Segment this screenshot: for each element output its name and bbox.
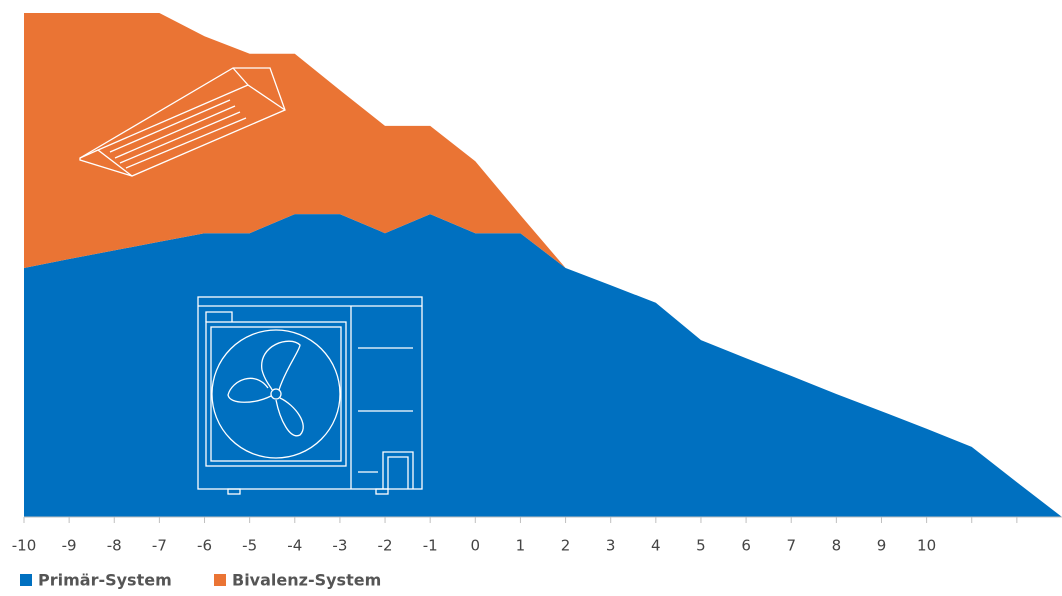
x-tick-label: 7 [786, 537, 796, 555]
legend-label: Bivalenz-System [232, 571, 381, 590]
x-tick-label: -2 [378, 537, 393, 555]
x-tick-label: -10 [12, 537, 37, 555]
legend-swatch [214, 574, 226, 586]
x-tick-label: -9 [62, 537, 77, 555]
legend: Primär-System Bivalenz-System [20, 571, 381, 590]
x-tick-label: 2 [561, 537, 571, 555]
illustrations [79, 67, 423, 495]
x-tick-label: -6 [197, 537, 212, 555]
x-axis: -10 -9 -8 -7 -6 -5 -4 -3 -2 -1 0 1 2 3 4 5 6 7 8 9 10 [12, 517, 1018, 555]
x-tick-label: 9 [877, 537, 887, 555]
x-tick-label: 6 [741, 537, 751, 555]
x-tick-label: 3 [606, 537, 616, 555]
area [24, 214, 1062, 517]
plot-area [24, 13, 1062, 517]
heat-pump-icon [197, 296, 423, 495]
x-tick-label: -4 [287, 537, 302, 555]
x-tick-label: -7 [152, 537, 167, 555]
x-tick-label: 5 [696, 537, 706, 555]
x-tick-label: -3 [332, 537, 347, 555]
x-tick-label: 1 [516, 537, 526, 555]
x-tick-label: -8 [107, 537, 122, 555]
area [24, 13, 1062, 517]
x-tick-label: 0 [471, 537, 481, 555]
heater-icon [79, 67, 286, 177]
legend-swatch [20, 574, 32, 586]
legend-label: Primär-System [38, 571, 172, 590]
x-tick-label: 10 [917, 537, 936, 555]
x-tick-label: 8 [832, 537, 842, 555]
x-tick-label: -1 [423, 537, 438, 555]
x-tick-label: -5 [242, 537, 257, 555]
x-tick-label: 4 [651, 537, 661, 555]
